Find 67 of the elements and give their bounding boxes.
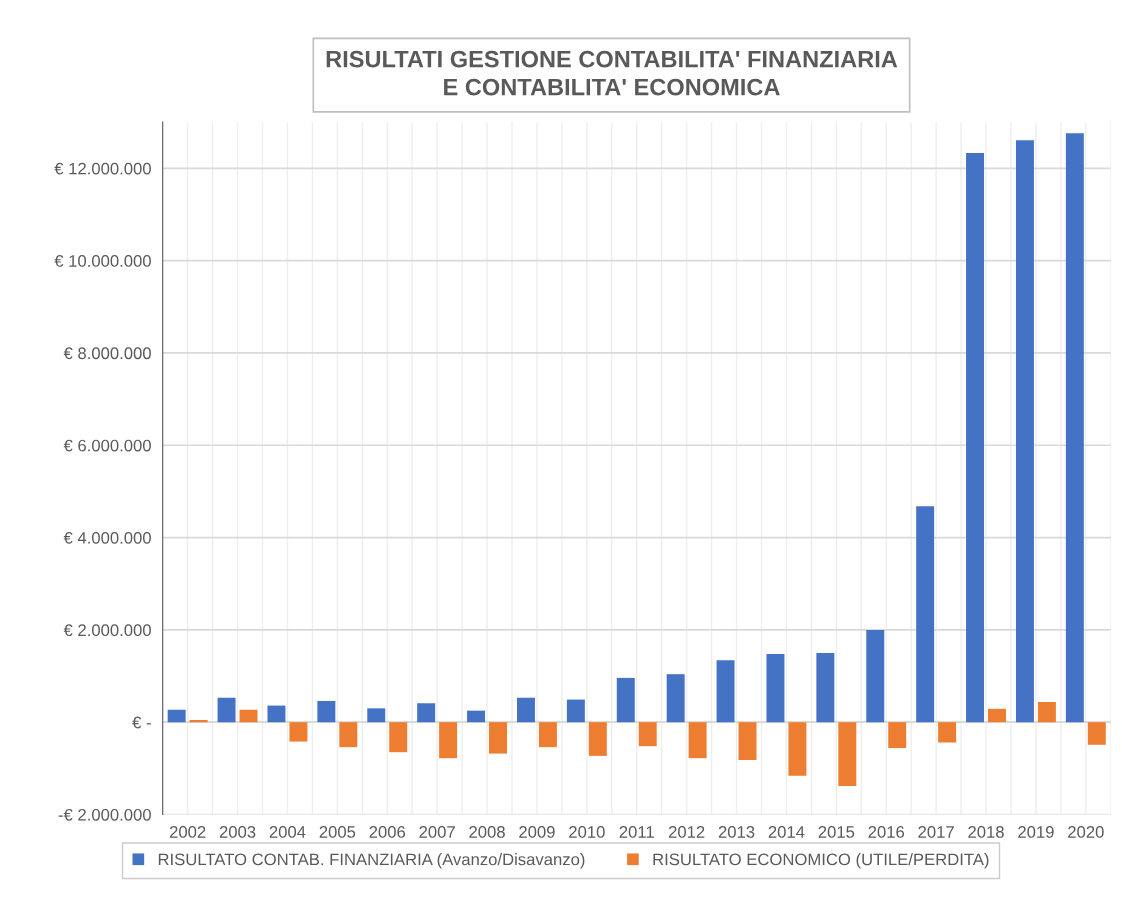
- bar: [1015, 140, 1034, 723]
- x-tick-label: 2015: [818, 826, 855, 838]
- bar: [289, 722, 308, 742]
- x-tick-label: 2011: [619, 826, 654, 838]
- bar: [716, 660, 735, 723]
- x-tick-label: 2008: [469, 826, 505, 838]
- bar: [217, 697, 236, 723]
- bar: [638, 722, 657, 747]
- bar: [916, 506, 935, 723]
- bar: [367, 708, 386, 723]
- x-tick-label: 2004: [269, 826, 306, 838]
- bar: [816, 652, 835, 723]
- bar: [1087, 722, 1106, 745]
- bar: [738, 722, 757, 761]
- legend-label: RISULTATO CONTAB. FINANZIARIA (Avanzo/Disavanzo): [158, 853, 585, 869]
- bar: [938, 722, 957, 743]
- x-tick-label: 2005: [319, 826, 356, 838]
- x-tick-label: 2010: [569, 826, 605, 838]
- x-tick-label: 2019: [1018, 826, 1054, 838]
- y-tick-label: € 4.000.000: [63, 531, 151, 544]
- bar: [538, 722, 557, 748]
- bar: [467, 710, 486, 723]
- bar: [439, 722, 458, 759]
- y-tick-label: € -: [132, 716, 151, 729]
- y-tick-label: € 10.000.000: [54, 255, 151, 267]
- bar: [317, 700, 336, 723]
- x-tick-label: 2003: [219, 826, 256, 838]
- bar: [516, 697, 535, 723]
- bar: [838, 722, 857, 786]
- bar: [417, 703, 436, 723]
- bar: [489, 722, 507, 754]
- y-tick-label: € 2.000.000: [63, 624, 151, 637]
- bar: [1037, 701, 1056, 723]
- bar: [888, 722, 907, 749]
- x-tick-label: 2016: [868, 826, 905, 838]
- bar: [389, 722, 408, 753]
- y-tick-label: € 8.000.000: [63, 347, 151, 360]
- x-tick-label: 2014: [768, 826, 805, 838]
- x-tick-label: 2002: [169, 826, 206, 838]
- y-tick-label: € 12.000.000: [54, 162, 151, 175]
- x-tick-label: 2012: [668, 826, 705, 838]
- y-tick-label: -€ 2.000.000: [58, 808, 151, 821]
- bar: [239, 709, 258, 723]
- bar: [1065, 133, 1084, 723]
- x-tick-label: 2007: [419, 826, 455, 838]
- bar: [588, 722, 607, 756]
- x-tick-label: 2020: [1068, 826, 1104, 838]
- chart-title: RISULTATI GESTIONE CONTABILITA' FINANZIARIA E CONTABILITA' ECONOMICA: [326, 50, 898, 96]
- bar: [666, 674, 685, 723]
- bar: [267, 705, 286, 723]
- y-tick-label: € 6.000.000: [63, 439, 151, 452]
- bar: [616, 677, 635, 723]
- bar: [966, 153, 985, 723]
- x-tick-label: 2013: [718, 826, 755, 838]
- bar: [339, 722, 358, 748]
- bar: [167, 709, 186, 723]
- bar: [788, 722, 807, 776]
- x-tick-label: 2009: [519, 826, 555, 838]
- x-tick-label: 2017: [918, 826, 954, 838]
- bar: [566, 699, 585, 723]
- bar: [688, 722, 707, 759]
- x-tick-label: 2018: [968, 826, 1004, 838]
- bar: [866, 629, 885, 723]
- bar: [766, 653, 785, 723]
- legend-label: RISULTATO ECONOMICO (UTILE/PERDITA): [653, 853, 989, 869]
- bar: [988, 708, 1006, 723]
- x-tick-label: 2006: [369, 826, 406, 838]
